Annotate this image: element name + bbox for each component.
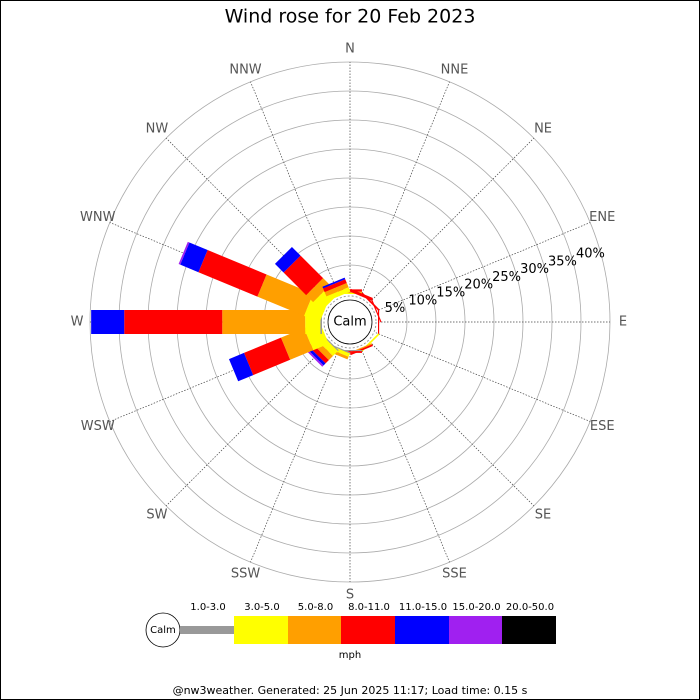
- legend-swatch: [449, 616, 502, 644]
- bars: [91, 241, 382, 382]
- bar-segment: [198, 250, 267, 297]
- direction-label: NE: [534, 121, 552, 136]
- bar-segment: [338, 292, 362, 294]
- chart-title: Wind rose for 20 Feb 2023: [225, 6, 476, 28]
- bar-segment: [306, 346, 326, 366]
- bar-segment: [338, 289, 362, 292]
- r-tick-label: 15%: [436, 286, 465, 301]
- legend-swatch: [341, 616, 395, 644]
- legend-label: 5.0-8.0: [298, 602, 333, 613]
- bar-segment: [124, 310, 223, 334]
- direction-label: SW: [146, 508, 167, 523]
- direction-label: ENE: [589, 210, 615, 225]
- spoke: [109, 222, 325, 312]
- direction-label: S: [346, 588, 354, 603]
- legend-label: 15.0-20.0: [452, 602, 500, 613]
- r-tick-label: 10%: [408, 293, 437, 308]
- legend: Calm 1.0-3.0 3.0-5.0 5.0-8.0 8.0-11.0 11.0-15…: [145, 602, 556, 661]
- spoke: [165, 137, 331, 303]
- bar-segment: [274, 246, 301, 273]
- legend-swatch: [288, 616, 341, 644]
- bar-segment: [338, 350, 362, 352]
- direction-label: WSW: [81, 419, 115, 434]
- bar-segment: [283, 255, 324, 296]
- bar-segment: [228, 352, 254, 382]
- legend-label: 20.0-50.0: [506, 602, 554, 613]
- footer: @nw3weather. Generated: 25 Jun 2025 11:1…: [173, 684, 528, 697]
- legend-swatch: [502, 616, 556, 644]
- spoke: [369, 137, 535, 303]
- spoke: [109, 332, 325, 422]
- bar-segment: [326, 287, 351, 301]
- spoke: [250, 81, 340, 297]
- bar-segment: [338, 351, 362, 353]
- bar-segment: [306, 278, 331, 303]
- legend-swatch: [234, 616, 288, 644]
- r-tick-label: 20%: [464, 278, 493, 293]
- direction-label: WNW: [80, 210, 116, 225]
- bar-segment: [322, 277, 346, 289]
- r-tick-label: 35%: [548, 254, 577, 269]
- bar-segment: [338, 291, 362, 293]
- legend-label: 8.0-11.0: [348, 602, 390, 613]
- legend-calm-label: Calm: [150, 625, 176, 636]
- overlay: 5%10%15%20%25%30%35%40% Calm: [323, 246, 605, 349]
- spoke: [165, 341, 331, 507]
- legend-label: 1.0-3.0: [190, 602, 225, 613]
- bar-segment: [222, 310, 306, 334]
- bar-segment: [91, 310, 125, 334]
- spoke: [360, 81, 450, 297]
- direction-label: SSW: [231, 567, 261, 582]
- bar-segment: [180, 242, 208, 273]
- spoke: [375, 222, 591, 312]
- calm-circle: [327, 299, 373, 345]
- legend-swatch: [395, 616, 449, 644]
- bar-segment: [178, 241, 190, 265]
- r-tick-label: 25%: [492, 270, 521, 285]
- direction-label: N: [345, 42, 355, 57]
- direction-label: SSE: [442, 567, 467, 582]
- spoke: [360, 347, 450, 563]
- direction-label: W: [71, 315, 84, 330]
- direction-label: E: [619, 315, 627, 330]
- bar-segment: [243, 337, 291, 376]
- direction-label: ESE: [590, 419, 615, 434]
- calm-label: Calm: [333, 315, 366, 330]
- bar-segment: [280, 328, 314, 360]
- bar-segment: [257, 274, 314, 316]
- direction-label: NW: [146, 121, 169, 136]
- spoke: [375, 332, 591, 422]
- legend-label: 11.0-15.0: [399, 602, 447, 613]
- bar-segment: [378, 310, 380, 334]
- legend-swatch: [180, 626, 234, 634]
- r-tick-label: 30%: [520, 262, 549, 277]
- spoke: [250, 347, 340, 563]
- direction-label: NNW: [229, 62, 261, 77]
- units-label: mph: [339, 650, 361, 661]
- bar-segment: [305, 348, 324, 367]
- bar-segment: [324, 282, 349, 297]
- direction-label: NNE: [441, 62, 469, 77]
- legend-label: 3.0-5.0: [244, 602, 279, 613]
- bar-segment: [323, 279, 347, 293]
- spoke: [369, 341, 535, 507]
- direction-label: SE: [535, 508, 551, 523]
- r-tick-label: 40%: [576, 246, 605, 261]
- r-tick-label: 5%: [385, 301, 406, 316]
